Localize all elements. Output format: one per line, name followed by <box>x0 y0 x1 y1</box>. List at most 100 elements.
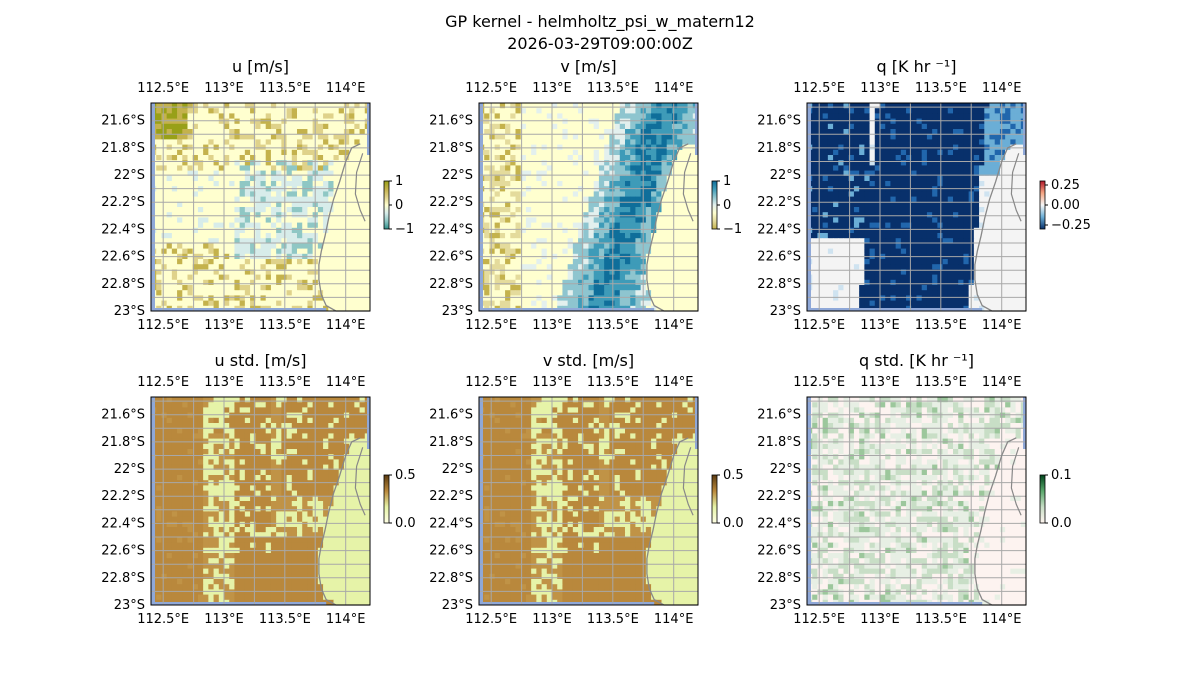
heatmap-cell <box>937 134 943 140</box>
heatmap-cell <box>671 222 678 229</box>
heatmap-cell <box>874 248 881 255</box>
heatmap-cell <box>515 175 522 182</box>
heatmap-cell <box>343 305 350 312</box>
heatmap-cell <box>520 259 527 265</box>
heatmap-cell <box>499 227 506 234</box>
heatmap-cell <box>276 285 282 291</box>
heatmap-cell <box>953 217 959 223</box>
heatmap-cell <box>338 269 345 275</box>
heatmap-cell <box>588 196 595 203</box>
heatmap-cell <box>572 129 579 135</box>
heatmap-cell <box>812 170 818 177</box>
heatmap-cell <box>510 238 516 244</box>
heatmap-cell <box>843 129 850 135</box>
heatmap-cell <box>614 196 621 203</box>
heatmap-cell <box>864 123 870 130</box>
heatmap-cell <box>609 274 615 281</box>
heatmap-cell <box>864 155 870 161</box>
heatmap-cell <box>942 149 949 156</box>
heatmap-cell <box>895 160 902 166</box>
heatmap-cell <box>291 274 298 281</box>
heatmap-cell <box>520 103 527 109</box>
heatmap-cell <box>604 134 610 140</box>
heatmap-cell <box>619 243 626 249</box>
heatmap-cell <box>297 212 303 218</box>
heatmap-cell <box>906 139 912 145</box>
heatmap-cell <box>567 155 574 161</box>
heatmap-cell <box>166 139 173 145</box>
heatmap-cell <box>682 274 688 281</box>
heatmap-cell <box>250 134 256 140</box>
heatmap-cell <box>999 212 1006 218</box>
heatmap-cell <box>489 279 496 286</box>
ocean-edge-strip <box>367 103 370 155</box>
heatmap-cell <box>359 217 366 223</box>
heatmap-cell <box>307 217 314 223</box>
heatmap-cell <box>656 285 662 291</box>
heatmap-cell <box>333 207 340 213</box>
heatmap-cell <box>291 155 298 161</box>
heatmap-cell <box>848 212 855 218</box>
heatmap-cell <box>234 274 241 281</box>
heatmap-cell <box>255 129 261 135</box>
heatmap-cell <box>973 123 980 130</box>
heatmap-cell <box>645 134 652 140</box>
heatmap-cell <box>265 170 272 177</box>
heatmap-cell <box>520 149 527 156</box>
heatmap-cell <box>666 259 673 265</box>
heatmap-cell <box>307 274 314 281</box>
heatmap-cell <box>984 191 990 197</box>
heatmap-cell <box>343 274 350 281</box>
colorbar <box>711 180 718 230</box>
heatmap-cell <box>224 160 230 166</box>
heatmap-cell <box>286 129 293 135</box>
heatmap-cell <box>604 259 610 265</box>
heatmap-cell <box>510 139 516 145</box>
heatmap-cell <box>302 295 308 301</box>
heatmap-cell <box>812 123 818 130</box>
heatmap-cell <box>656 279 662 286</box>
heatmap-cell <box>900 129 907 135</box>
heatmap-cell <box>260 243 267 249</box>
heatmap-cell <box>171 207 178 213</box>
heatmap-cell <box>203 238 209 244</box>
heatmap-cell <box>302 103 308 109</box>
heatmap-cell <box>916 285 923 291</box>
heatmap-cell <box>833 118 839 125</box>
heatmap-cell <box>953 285 959 291</box>
heatmap-cell <box>1020 238 1027 244</box>
heatmap-cell <box>291 165 298 171</box>
heatmap-cell <box>812 269 818 275</box>
heatmap-cell <box>682 217 688 223</box>
heatmap-cell <box>484 243 490 249</box>
heatmap-cell <box>864 149 870 156</box>
heatmap-cell <box>192 129 199 135</box>
heatmap-cell <box>229 160 235 166</box>
heatmap-cell <box>161 264 168 270</box>
heatmap-cell <box>323 248 329 255</box>
heatmap-cell <box>161 191 168 197</box>
heatmap-cell <box>827 285 834 291</box>
heatmap-cell <box>333 155 340 161</box>
heatmap-cell <box>666 139 673 145</box>
heatmap-cell <box>958 227 964 234</box>
heatmap-cell <box>572 207 579 213</box>
heatmap-cell <box>484 290 490 296</box>
heatmap-cell <box>161 129 168 135</box>
heatmap-cell <box>197 123 204 130</box>
heatmap-cell <box>182 295 188 301</box>
heatmap-cell <box>552 264 558 270</box>
heatmap-cell <box>999 191 1006 197</box>
heatmap-cell <box>588 207 595 213</box>
heatmap-cell <box>297 238 303 244</box>
heatmap-cell <box>958 175 964 182</box>
heatmap-cell <box>343 113 350 119</box>
heatmap-cell <box>906 181 912 187</box>
heatmap-cell <box>260 217 267 223</box>
heatmap-cell <box>812 264 818 270</box>
heatmap-cell <box>853 212 860 218</box>
heatmap-cell <box>666 118 673 125</box>
heatmap-cell <box>286 259 293 265</box>
heatmap-cell <box>333 201 340 208</box>
heatmap-cell <box>187 300 194 307</box>
